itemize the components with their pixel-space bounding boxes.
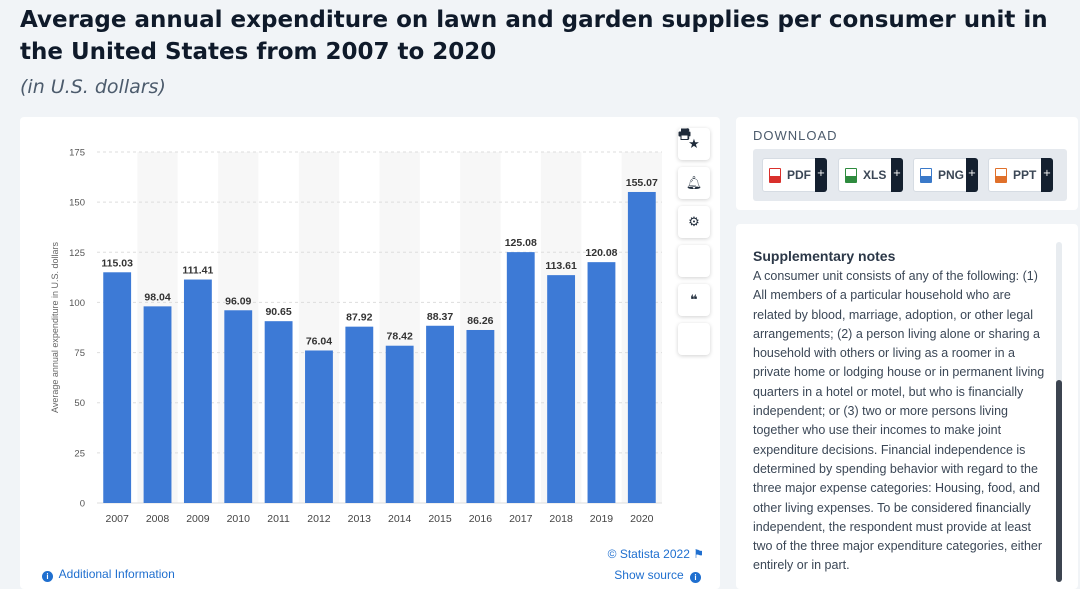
download-xls-button[interactable]: XLS + — [838, 158, 903, 192]
x-tick-label: 2016 — [469, 513, 493, 525]
page-title: Average annual expenditure on lawn and g… — [20, 7, 1048, 65]
bar — [345, 326, 374, 503]
gear-icon: ⚙ — [688, 214, 700, 230]
download-xls-label: XLS — [863, 168, 887, 182]
y-tick-label: 125 — [69, 248, 85, 259]
plus-icon: + — [815, 158, 827, 192]
pdf-file-icon — [769, 168, 781, 183]
bar-value-label: 125.08 — [505, 237, 537, 249]
y-tick-label: 25 — [74, 448, 85, 459]
bar — [305, 350, 333, 503]
bar-value-label: 88.37 — [427, 311, 453, 323]
cite-button[interactable]: ❝ — [678, 284, 710, 316]
download-png-label: PNG — [938, 168, 965, 182]
x-tick-label: 2008 — [146, 513, 170, 525]
bell-icon: 🔔︎ — [685, 175, 703, 191]
bar-value-label: 87.92 — [346, 312, 372, 324]
y-tick-label: 50 — [74, 398, 85, 409]
x-tick-label: 2009 — [186, 513, 210, 525]
y-tick-label: 100 — [69, 298, 85, 309]
flag-icon: ⚑ — [693, 547, 704, 561]
bar-chart: 0 25 50 75 100 125 150 175 Average annual expend… — [50, 148, 662, 525]
x-tick-label: 2014 — [388, 513, 412, 525]
side-toolbar: ★ 🔔︎ ⚙ ❝ — [678, 128, 712, 362]
y-axis-label: Average annual expenditure in U.S. dolla… — [50, 242, 60, 413]
share-button[interactable] — [678, 128, 710, 277]
notification-button[interactable]: 🔔︎ — [678, 167, 710, 199]
info-icon: i — [690, 572, 701, 583]
quote-icon: ❝ — [690, 292, 698, 308]
notes-title: Supplementary notes — [753, 248, 896, 264]
bar-value-label: 113.61 — [545, 260, 577, 272]
bar — [426, 325, 454, 503]
download-title: DOWNLOAD — [753, 128, 838, 143]
bar-value-label: 115.03 — [101, 257, 133, 269]
page-subtitle: (in U.S. dollars) — [20, 76, 166, 98]
scrollbar-thumb[interactable] — [1056, 380, 1062, 582]
y-tick-label: 0 — [80, 499, 85, 510]
bar — [264, 321, 293, 503]
bar — [627, 191, 656, 503]
y-tick-label: 75 — [74, 348, 85, 359]
y-tick-label: 150 — [69, 198, 85, 209]
info-icon: i — [42, 571, 53, 582]
x-tick-label: 2013 — [348, 513, 372, 525]
x-tick-label: 2019 — [590, 513, 614, 525]
bar-value-label: 98.04 — [144, 291, 170, 303]
print-icon — [678, 128, 691, 140]
bar — [466, 329, 495, 503]
statista-credit[interactable]: © Statista 2022 ⚑ — [608, 547, 704, 561]
chart-card: 0 25 50 75 100 125 150 175 Average annual expend… — [20, 117, 720, 589]
download-ppt-button[interactable]: PPT + — [988, 158, 1053, 192]
download-ppt-label: PPT — [1013, 168, 1037, 182]
credit-text: © Statista 2022 — [607, 547, 690, 561]
star-icon: ★ — [688, 136, 700, 152]
show-source-link[interactable]: Show source i — [614, 568, 704, 583]
bar — [143, 306, 172, 503]
bar — [506, 252, 535, 503]
x-tick-label: 2017 — [509, 513, 533, 525]
plus-icon: + — [1041, 158, 1053, 192]
print-button[interactable] — [678, 128, 710, 355]
download-pdf-label: PDF — [787, 168, 811, 182]
bar-value-label: 155.07 — [626, 177, 658, 189]
bar-value-label: 76.04 — [306, 335, 332, 347]
download-pdf-button[interactable]: PDF + — [762, 158, 827, 192]
source-text: Show source — [614, 568, 684, 582]
y-tick-label: 175 — [69, 148, 85, 159]
bar-value-label: 111.41 — [182, 265, 213, 277]
xls-file-icon — [845, 168, 857, 183]
bar-value-label: 120.08 — [585, 247, 617, 259]
x-tick-label: 2011 — [267, 513, 290, 525]
bar — [183, 279, 212, 503]
x-tick-label: 2020 — [630, 513, 654, 525]
x-tick-label: 2015 — [428, 513, 452, 525]
download-card: DOWNLOAD PDF + XLS + PNG + PPT + — [736, 117, 1078, 210]
bar-value-label: 96.09 — [225, 295, 251, 307]
bar-value-label: 78.42 — [387, 331, 413, 343]
x-tick-label: 2010 — [227, 513, 251, 525]
plus-icon: + — [891, 158, 903, 192]
x-tick-label: 2018 — [549, 513, 573, 525]
plus-icon: + — [966, 158, 978, 192]
bar — [547, 275, 576, 503]
x-tick-label: 2012 — [307, 513, 331, 525]
x-tick-label: 2007 — [105, 513, 129, 525]
bar — [103, 272, 132, 503]
ppt-file-icon — [995, 168, 1007, 183]
bar — [224, 310, 253, 503]
download-bar: PDF + XLS + PNG + PPT + — [753, 149, 1067, 201]
png-file-icon — [920, 168, 932, 183]
bar-value-label: 86.26 — [467, 315, 493, 327]
bar — [385, 345, 414, 503]
bar-value-label: 90.65 — [265, 306, 291, 318]
notes-body: A consumer unit consists of any of the f… — [753, 269, 1045, 573]
additional-info-text: Additional Information — [58, 567, 175, 581]
additional-info-link[interactable]: i Additional Information — [39, 567, 175, 582]
bar — [587, 262, 616, 503]
supplementary-notes-card: Supplementary notes A consumer unit cons… — [736, 224, 1078, 589]
settings-button[interactable]: ⚙ — [678, 206, 710, 238]
download-png-button[interactable]: PNG + — [913, 158, 978, 192]
